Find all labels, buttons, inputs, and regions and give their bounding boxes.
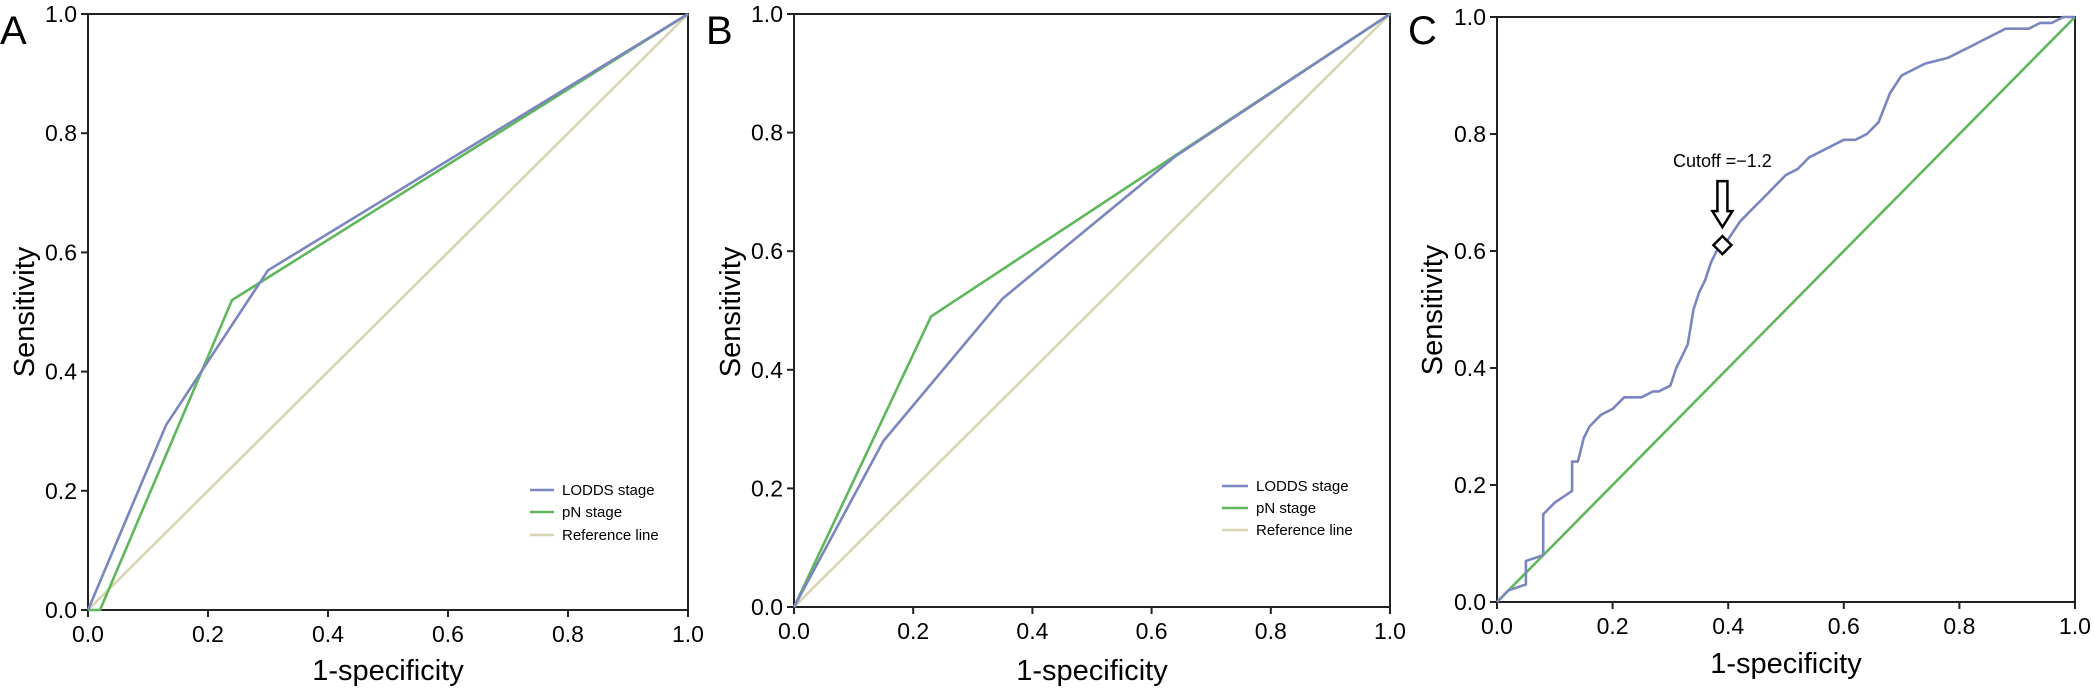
panel-b-legend-lodds: LODDS stage: [1256, 478, 1349, 495]
panel-c-plot-frame: [1496, 16, 2076, 603]
panel-a-legend-ref: Reference line: [562, 527, 659, 544]
panel-c-cutoff-arrow-icon: [1710, 179, 1735, 230]
panel-c-x-tick-label: 0.0: [1481, 613, 1513, 639]
panel-a-plot-frame: [87, 13, 689, 611]
panel-c-y-tick-label: 0.8: [1454, 121, 1486, 147]
panel-c-series-reference-line: [1496, 16, 2076, 603]
panel-a-y-axis-title: Sensitivity: [9, 246, 41, 377]
panel-c-y-tick-label: 1.0: [1454, 4, 1486, 30]
panel-a-series-pn-stage: [88, 12, 689, 612]
panel-c-y-tick-label: 0.0: [1454, 589, 1486, 615]
panel-a-legend-lodds: LODDS stage: [562, 482, 655, 499]
panel-a-series-reference-line: [87, 13, 689, 611]
panel-b-x-axis-title: 1-specificity: [1016, 655, 1168, 687]
panel-a-y-tick-label: 0.6: [45, 239, 77, 265]
panel-a-letter: A: [0, 9, 27, 53]
panel-a-y-tick-label: 0.4: [45, 359, 77, 385]
panel-b-plot-frame: [793, 13, 1391, 608]
panel-a-x-tick-label: 0.8: [552, 621, 584, 647]
panel-b-x-tick-label: 1.0: [1374, 618, 1406, 644]
panel-b-y-tick-label: 0.6: [751, 238, 783, 264]
panel-c-y-tick-label: 0.6: [1454, 238, 1486, 264]
panel-c-x-tick-label: 0.8: [1943, 613, 1975, 639]
panel-a: A 0.0 0.2 0.4 0.6 0.8 1.0 0.0 0.2 0.4 0.6 0.8 1.0 1…: [0, 1, 704, 687]
panel-b-x-tick-label: 0.2: [897, 618, 929, 644]
panel-b-y-tick-label: 1.0: [751, 1, 783, 27]
panel-a-x-tick-label: 0.6: [432, 621, 464, 647]
panel-b-x-tick-label: 0.4: [1016, 618, 1048, 644]
panel-a-x-tick-label: 1.0: [672, 621, 704, 647]
panel-b-letter: B: [706, 9, 733, 53]
panel-c-y-tick-label: 0.4: [1454, 355, 1486, 381]
panel-a-legend-pn: pN stage: [562, 504, 622, 521]
panel-c-y-axis-title: Sensitivity: [1417, 244, 1449, 375]
panel-c-x-tick-label: 0.2: [1597, 613, 1629, 639]
panel-b-series-reference-line: [793, 13, 1391, 608]
panel-c-series-roc-curve: [1496, 15, 2075, 603]
panel-a-y-tick-label: 0.8: [45, 120, 77, 146]
panel-b-y-axis-title: Sensitivity: [715, 246, 747, 377]
panel-b-legend: LODDS stage pN stage Reference line: [1222, 478, 1353, 539]
panel-a-x-tick-label: 0.2: [192, 621, 224, 647]
panel-c-y-tick-label: 0.2: [1454, 472, 1486, 498]
panel-a-x-axis-title: 1-specificity: [312, 655, 464, 687]
panel-b-x-tick-label: 0.6: [1136, 618, 1168, 644]
panel-a-y-tick-label: 0.2: [45, 478, 77, 504]
panel-c-cutoff-label: Cutoff =−1.2: [1673, 151, 1772, 171]
panel-a-legend: LODDS stage pN stage Reference line: [530, 482, 659, 544]
panel-b-x-tick-label: 0.0: [778, 618, 810, 644]
panel-c-x-tick-label: 0.4: [1712, 613, 1744, 639]
panel-a-x-tick-label: 0.0: [72, 621, 104, 647]
panel-b-y-tick-label: 0.0: [751, 594, 783, 620]
panel-c-letter: C: [1408, 9, 1437, 53]
panel-b-series-lodds-stage: [792, 12, 1391, 608]
panel-b-x-tick-label: 0.8: [1255, 618, 1287, 644]
panel-c: C 0.0 0.2 0.4 0.6 0.8 1.0 0.0 0.2 0.4 0.6 0.8 1.0 C…: [1408, 4, 2091, 680]
panel-b-legend-pn: pN stage: [1256, 500, 1316, 517]
panel-b-y-tick-label: 0.2: [751, 475, 783, 501]
panel-c-x-tick-label: 1.0: [2059, 613, 2091, 639]
panel-c-cutoff-marker: [1711, 234, 1734, 256]
panel-b-legend-ref: Reference line: [1256, 522, 1353, 539]
panel-c-x-tick-label: 0.6: [1828, 613, 1860, 639]
panel-a-x-tick-label: 0.4: [312, 621, 344, 647]
panel-b-y-tick-label: 0.8: [751, 120, 783, 146]
panel-b: B 0.0 0.2 0.4 0.6 0.8 1.0 0.0 0.2 0.4 0.6 0.8 1.0 1…: [706, 1, 1406, 687]
panel-b-y-tick-label: 0.4: [751, 357, 783, 383]
panel-a-y-tick-label: 0.0: [45, 597, 77, 623]
panel-a-y-tick-label: 1.0: [45, 1, 77, 27]
panel-a-series-lodds-stage: [86, 12, 689, 611]
panel-c-x-axis-title: 1-specificity: [1710, 648, 1862, 680]
